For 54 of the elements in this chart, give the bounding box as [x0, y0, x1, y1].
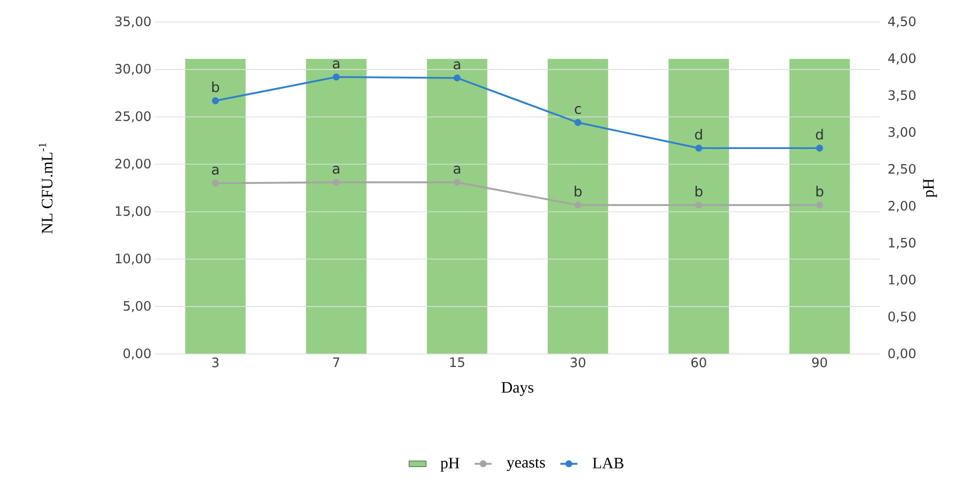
- y-tick-label: 0,00: [124, 348, 151, 360]
- annotation: a: [212, 166, 218, 175]
- point: [454, 178, 461, 186]
- point: [212, 97, 219, 104]
- y2-tick-label: 0,50: [888, 312, 916, 323]
- annotation: a: [454, 166, 460, 174]
- point: [574, 119, 582, 126]
- legend-label: LAB: [592, 458, 624, 468]
- y2-tick-label: 0,00: [888, 348, 916, 360]
- annotation: b: [696, 186, 702, 197]
- y-tick-label: 15,00: [116, 206, 151, 218]
- annotation: a: [454, 61, 460, 70]
- y2-tick-label: 2,00: [888, 200, 916, 212]
- x-tick-label: 60: [691, 358, 706, 368]
- y2-tick-label: 3,50: [888, 90, 916, 102]
- y2-axis-title: pH: [923, 178, 938, 198]
- y-tick-label: 30,00: [115, 64, 151, 75]
- annotation: a: [332, 166, 340, 174]
- annotation: b: [816, 186, 824, 197]
- y-tick-label: 20,00: [115, 158, 151, 170]
- y-tick-label: 35,00: [115, 16, 151, 28]
- y-axis-title: NL CFU.mL$^{-1}$: [38, 143, 53, 234]
- x-tick-label: 15: [450, 358, 464, 368]
- annotation: d: [816, 128, 823, 140]
- y-tick-label: 5,00: [124, 301, 151, 312]
- annotation: c: [574, 106, 581, 114]
- y2-tick-label: 1,50: [888, 238, 916, 249]
- annotation: b: [212, 81, 220, 92]
- y2-tick-label: 4,00: [888, 53, 916, 64]
- y2-tick-label: 4,50: [888, 16, 916, 28]
- x-axis-title: Days: [502, 382, 534, 396]
- x-tick-label: 7: [333, 358, 340, 367]
- point: [332, 74, 340, 81]
- point: [695, 202, 702, 209]
- legend-label: yeasts: [506, 458, 545, 471]
- point: [332, 178, 340, 186]
- x-tick-label: 30: [570, 358, 586, 368]
- point: [574, 202, 582, 209]
- y-tick-label: 25,00: [115, 111, 151, 122]
- x-tick-label: 90: [812, 358, 827, 368]
- legend-label: pH: [440, 458, 460, 472]
- point: [695, 144, 702, 152]
- y2-tick-label: 3,00: [888, 127, 916, 138]
- point: [212, 180, 219, 187]
- point: [816, 202, 824, 209]
- annotation: b: [574, 186, 582, 197]
- y-tick-label: 10,00: [116, 254, 151, 265]
- x-tick-label: 3: [212, 358, 218, 368]
- annotation: d: [695, 128, 702, 140]
- y2-tick-label: 2,50: [888, 164, 916, 176]
- y2-tick-label: 1,00: [888, 274, 916, 286]
- annotation: a: [332, 60, 340, 68]
- point: [454, 74, 461, 82]
- point: [816, 144, 824, 152]
